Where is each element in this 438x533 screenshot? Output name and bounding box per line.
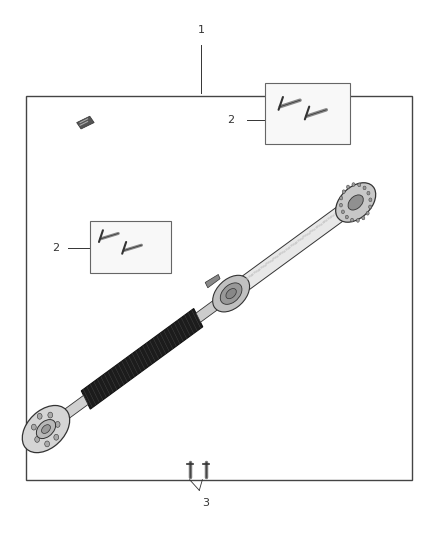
- Ellipse shape: [362, 216, 365, 220]
- Ellipse shape: [336, 183, 376, 222]
- Ellipse shape: [350, 218, 353, 222]
- Ellipse shape: [32, 424, 36, 430]
- Ellipse shape: [212, 276, 250, 312]
- Ellipse shape: [369, 198, 372, 201]
- Polygon shape: [196, 290, 232, 322]
- Polygon shape: [63, 395, 88, 419]
- Ellipse shape: [340, 196, 343, 200]
- Ellipse shape: [369, 205, 372, 209]
- Text: 2: 2: [52, 243, 59, 253]
- Bar: [26, 96, 412, 480]
- Ellipse shape: [22, 406, 70, 453]
- Text: 2: 2: [227, 115, 234, 125]
- Ellipse shape: [36, 419, 56, 439]
- Ellipse shape: [48, 412, 53, 418]
- Text: 1: 1: [198, 25, 205, 35]
- Ellipse shape: [342, 190, 345, 193]
- Ellipse shape: [42, 425, 50, 433]
- Ellipse shape: [348, 195, 363, 210]
- Ellipse shape: [37, 414, 42, 419]
- Ellipse shape: [220, 283, 242, 304]
- Ellipse shape: [346, 185, 350, 189]
- Polygon shape: [81, 309, 203, 409]
- Text: 3: 3: [202, 498, 209, 508]
- Polygon shape: [205, 274, 220, 288]
- Ellipse shape: [54, 434, 59, 440]
- Ellipse shape: [367, 191, 370, 195]
- Ellipse shape: [339, 203, 343, 207]
- Ellipse shape: [341, 210, 344, 214]
- Ellipse shape: [352, 183, 355, 187]
- Ellipse shape: [45, 441, 49, 447]
- Ellipse shape: [357, 219, 360, 222]
- Ellipse shape: [55, 422, 60, 427]
- Ellipse shape: [363, 186, 366, 190]
- Ellipse shape: [35, 437, 39, 442]
- Polygon shape: [231, 205, 347, 298]
- Ellipse shape: [358, 183, 361, 187]
- Ellipse shape: [226, 288, 237, 298]
- Bar: [90, 221, 171, 273]
- Ellipse shape: [366, 212, 369, 215]
- Bar: [265, 83, 350, 144]
- Ellipse shape: [345, 215, 348, 219]
- Polygon shape: [77, 116, 94, 129]
- Polygon shape: [339, 202, 351, 218]
